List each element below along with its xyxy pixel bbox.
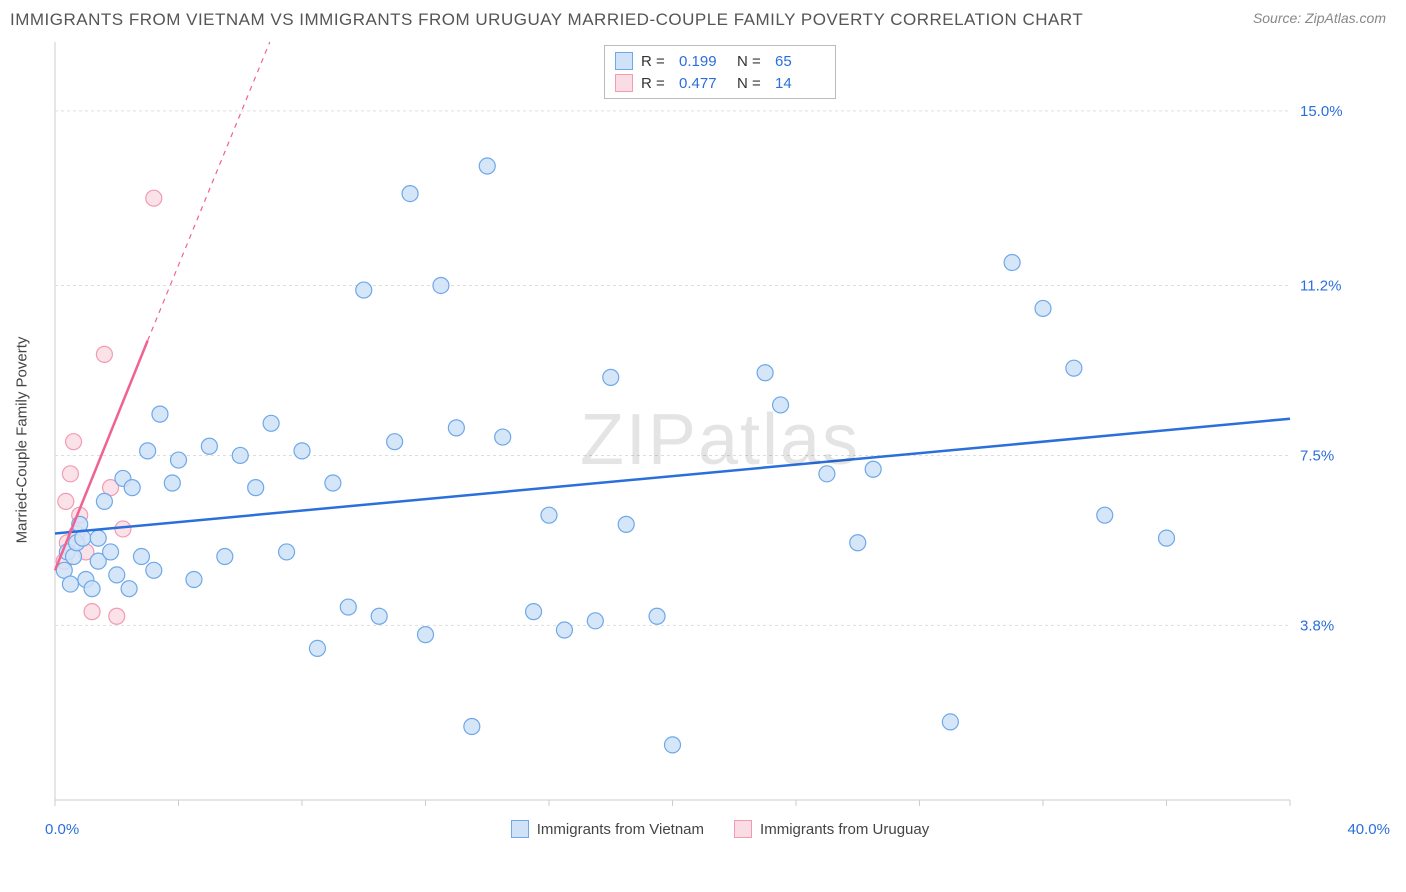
n-label: N = <box>737 53 767 70</box>
chart-container: Married-Couple Family Poverty ZIPatlas 3… <box>50 40 1390 840</box>
scatter-plot: 3.8% 7.5% 11.2% 15.0% <box>50 40 1350 840</box>
chart-source: Source: ZipAtlas.com <box>1253 10 1386 26</box>
vietnam-swatch-icon <box>615 52 633 70</box>
svg-text:7.5%: 7.5% <box>1300 447 1334 464</box>
uruguay-swatch-icon <box>615 74 633 92</box>
uruguay-swatch-icon <box>734 820 752 838</box>
svg-text:11.2%: 11.2% <box>1300 277 1341 294</box>
uruguay-r-value: 0.477 <box>679 75 729 92</box>
vietnam-r-value: 0.199 <box>679 53 729 70</box>
series-legend: Immigrants from Vietnam Immigrants from … <box>50 820 1390 838</box>
uruguay-n-value: 14 <box>775 75 825 92</box>
vietnam-swatch-icon <box>511 820 529 838</box>
r-label: R = <box>641 75 671 92</box>
chart-title: IMMIGRANTS FROM VIETNAM VS IMMIGRANTS FR… <box>10 10 1083 30</box>
y-axis-label: Married-Couple Family Poverty <box>14 337 31 544</box>
svg-text:15.0%: 15.0% <box>1300 103 1343 120</box>
n-label: N = <box>737 75 767 92</box>
r-label: R = <box>641 53 671 70</box>
vietnam-series-label: Immigrants from Vietnam <box>537 821 704 838</box>
uruguay-series-label: Immigrants from Uruguay <box>760 821 929 838</box>
vietnam-n-value: 65 <box>775 53 825 70</box>
correlation-legend: R = 0.199 N = 65 R = 0.477 N = 14 <box>604 45 836 99</box>
svg-text:3.8%: 3.8% <box>1300 617 1334 634</box>
